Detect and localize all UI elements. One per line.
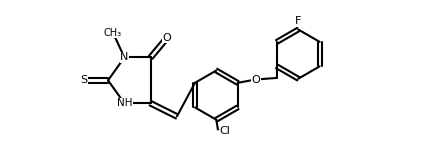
Text: N: N: [120, 52, 129, 62]
Text: O: O: [251, 75, 260, 84]
Text: CH₃: CH₃: [104, 28, 122, 38]
Text: O: O: [163, 33, 171, 43]
Text: F: F: [295, 16, 302, 26]
Text: NH: NH: [117, 98, 132, 108]
Text: Cl: Cl: [220, 126, 230, 136]
Text: S: S: [81, 75, 88, 85]
